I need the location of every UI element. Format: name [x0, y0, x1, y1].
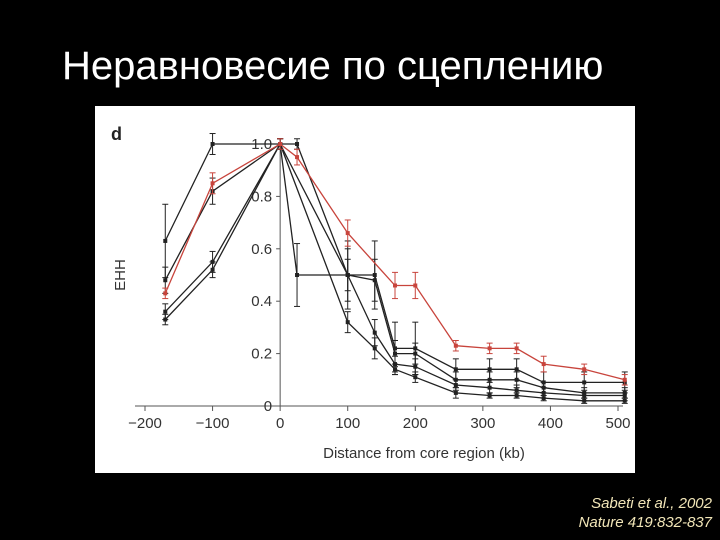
data-point	[582, 380, 587, 385]
data-point	[514, 388, 519, 393]
series-line	[164, 142, 625, 394]
data-point	[393, 351, 398, 356]
data-point	[163, 317, 168, 322]
data-point	[487, 346, 492, 351]
data-point	[210, 181, 215, 186]
x-tick-label: 500	[605, 415, 630, 432]
data-point	[295, 155, 300, 160]
y-tick-label: 0.8	[251, 188, 272, 205]
y-tick-label: 0.2	[251, 346, 272, 363]
x-axis-label: Distance from core region (kb)	[323, 445, 525, 462]
data-point	[393, 367, 398, 372]
data-point	[514, 367, 519, 372]
data-point	[622, 377, 627, 382]
data-point	[372, 278, 377, 283]
ehh-chart: −200 −100 0 100 200 300 400 50000.20.40.60.81.0…	[111, 124, 631, 462]
data-point	[487, 393, 492, 398]
data-point	[413, 351, 418, 356]
data-point	[453, 383, 458, 388]
x-tick-label: 100	[335, 415, 360, 432]
data-point	[210, 267, 215, 272]
data-point	[372, 330, 377, 335]
data-point	[487, 385, 492, 390]
x-tick-label: 400	[538, 415, 563, 432]
citation: Sabeti et al., 2002 Nature 419:832-837	[579, 494, 712, 532]
x-tick-label: 300	[470, 415, 495, 432]
data-point	[622, 393, 627, 398]
data-point	[541, 362, 546, 367]
data-point	[345, 273, 350, 277]
data-point	[453, 390, 458, 395]
data-point	[514, 346, 519, 351]
data-point	[514, 393, 519, 398]
data-point	[582, 393, 587, 398]
data-point	[345, 320, 350, 325]
data-point	[163, 238, 168, 243]
data-point	[413, 375, 418, 380]
data-point	[295, 273, 300, 277]
data-point	[453, 343, 458, 348]
data-point	[487, 377, 492, 382]
x-tick-label: 200	[403, 415, 428, 432]
data-point	[582, 367, 587, 372]
y-tick-label: 0.6	[251, 241, 272, 258]
data-point	[541, 396, 546, 401]
data-point	[582, 398, 587, 403]
data-point	[541, 390, 546, 395]
data-point	[278, 142, 283, 146]
panel-label: d	[111, 124, 122, 144]
citation-journal: Nature 419:832-837	[578, 514, 712, 531]
data-point	[163, 278, 168, 283]
data-point	[210, 142, 215, 146]
data-point	[393, 283, 398, 288]
data-point	[413, 364, 418, 369]
data-point	[295, 142, 300, 146]
data-point	[413, 283, 418, 288]
x-tick-label: −200	[128, 415, 162, 432]
data-point	[163, 291, 168, 296]
figure-panel: −200 −100 0 100 200 300 400 500 0 0.2 0.4 0.6 0.8 1.0…	[95, 106, 635, 473]
data-point	[345, 231, 350, 236]
y-tick-label: 0	[264, 398, 272, 415]
y-tick-label: 0.4	[251, 293, 272, 310]
data-point	[372, 346, 377, 351]
slide-title: Неравновесие по сцеплению	[62, 44, 604, 88]
data-point	[622, 398, 627, 403]
data-point	[514, 377, 519, 382]
x-tick-label: −100	[196, 415, 230, 432]
series-line	[164, 143, 625, 384]
x-tick-label: 0	[276, 415, 284, 432]
y-axis-label: EHH	[112, 259, 129, 291]
data-point	[453, 367, 458, 372]
data-point	[487, 367, 492, 372]
data-point	[163, 309, 168, 314]
citation-authors: Sabeti et al., 2002	[591, 495, 712, 512]
